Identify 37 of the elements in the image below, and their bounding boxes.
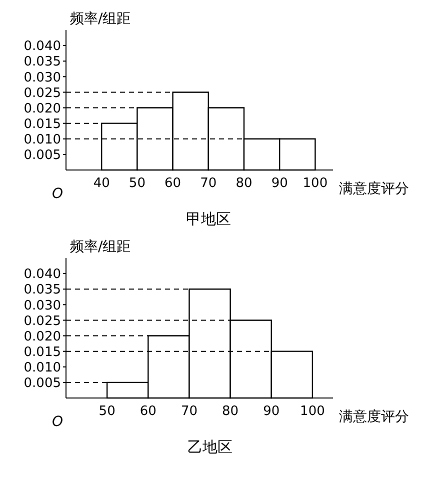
text: O bbox=[52, 414, 64, 430]
y-tick-label: 0.025 bbox=[24, 86, 61, 101]
y-axis-title: 频率/组距 bbox=[70, 10, 131, 28]
y-tick-label: 0.015 bbox=[24, 344, 61, 360]
x-tick-label: 50 bbox=[98, 404, 116, 420]
y-tick-label: 0.035 bbox=[24, 54, 61, 70]
y-tick-label: 0.020 bbox=[24, 101, 61, 116]
x-tick-label: 80 bbox=[222, 404, 239, 420]
y-tick-label: 0.015 bbox=[24, 116, 61, 132]
x-tick-label: 100 bbox=[300, 404, 325, 420]
x-axis-title: 满意度评分 bbox=[339, 180, 409, 198]
y-tick-label: 0.010 bbox=[24, 132, 61, 148]
x-tick-label: 80 bbox=[236, 176, 252, 192]
x-tick-label: 60 bbox=[164, 176, 182, 192]
y-tick-label: 0.025 bbox=[24, 314, 61, 329]
y-tick-label: 0.005 bbox=[24, 376, 61, 392]
x-tick-label: 90 bbox=[271, 176, 288, 192]
x-tick-label: 70 bbox=[200, 176, 217, 192]
text: 乙地区 bbox=[186, 438, 234, 457]
y-tick-label: 0.035 bbox=[24, 282, 61, 298]
x-tick-label: 60 bbox=[140, 404, 156, 420]
y-tick-label: 0.040 bbox=[24, 39, 61, 54]
x-tick-label: 40 bbox=[93, 176, 110, 192]
x-tick-label: 100 bbox=[302, 176, 328, 192]
y-axis-title: 频率/组距 bbox=[70, 238, 131, 256]
y-tick-label: 0.010 bbox=[24, 360, 61, 376]
y-tick-label: 0.005 bbox=[24, 148, 61, 164]
y-tick-label: 0.040 bbox=[24, 267, 61, 282]
text: O bbox=[52, 186, 64, 202]
x-tick-label: 70 bbox=[180, 404, 198, 420]
y-tick-label: 0.020 bbox=[24, 329, 61, 344]
x-axis-title: 满意度评分 bbox=[339, 408, 409, 426]
text: 甲地区 bbox=[184, 210, 232, 229]
x-tick-label: 50 bbox=[128, 176, 146, 192]
y-tick-label: 0.030 bbox=[24, 70, 61, 86]
x-tick-label: 90 bbox=[263, 404, 280, 420]
y-tick-label: 0.030 bbox=[24, 298, 61, 314]
